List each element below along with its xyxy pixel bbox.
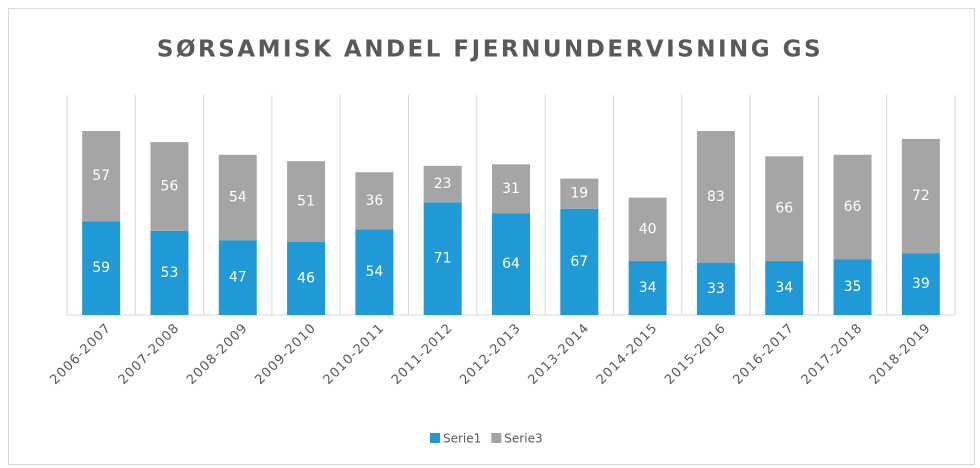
chart-title: SØRSAMISK ANDEL FJERNUNDERVISNING GS: [157, 37, 823, 63]
bar: [287, 242, 326, 315]
bar: [82, 221, 121, 315]
bar: [765, 261, 804, 315]
bar: [560, 178, 599, 209]
data-label: 83: [707, 189, 725, 205]
bar: [355, 172, 394, 230]
legend-swatch: [430, 433, 440, 443]
bar: [560, 208, 599, 315]
data-label: 39: [912, 276, 930, 292]
data-label: 34: [639, 280, 657, 296]
bar: [765, 156, 804, 262]
data-label: 40: [639, 221, 657, 237]
bar: [833, 259, 872, 315]
data-label: 34: [775, 280, 793, 296]
bar: [218, 154, 257, 241]
data-label: 53: [161, 265, 179, 281]
data-label: 56: [161, 179, 179, 195]
data-label: 67: [570, 254, 588, 270]
bar: [833, 154, 872, 260]
bar: [150, 230, 189, 315]
data-label: 54: [365, 264, 383, 280]
data-label: 31: [502, 181, 520, 197]
data-label: 66: [775, 201, 793, 217]
bar: [901, 253, 940, 315]
data-label: 23: [434, 176, 452, 192]
data-label: 66: [844, 199, 862, 215]
data-label: 64: [502, 256, 520, 272]
bar: [901, 138, 940, 254]
bar: [492, 213, 530, 315]
data-label: 36: [365, 193, 383, 209]
data-label: 47: [229, 270, 247, 286]
data-label: 71: [434, 251, 452, 267]
data-label: 33: [707, 281, 725, 297]
bar: [82, 131, 121, 222]
data-label: 54: [229, 190, 247, 206]
bar: [355, 229, 394, 315]
data-label: 19: [570, 186, 588, 202]
bar: [628, 261, 667, 315]
bar: [287, 161, 326, 243]
data-label: 35: [844, 279, 862, 295]
bar: [150, 142, 189, 231]
bar: [218, 240, 257, 315]
data-label: 46: [297, 271, 315, 287]
legend-label: Serie1: [443, 432, 481, 446]
legend-swatch: [491, 433, 502, 443]
data-label: 59: [92, 260, 110, 276]
bar: [628, 197, 667, 262]
bar: [423, 165, 462, 203]
data-label: 57: [92, 168, 110, 184]
data-label: 72: [912, 188, 930, 204]
bar: [696, 131, 735, 263]
bar: [492, 164, 530, 214]
legend-label: Serie3: [504, 432, 542, 446]
bar: [696, 262, 735, 315]
data-label: 51: [297, 194, 315, 210]
bar: [423, 202, 462, 315]
